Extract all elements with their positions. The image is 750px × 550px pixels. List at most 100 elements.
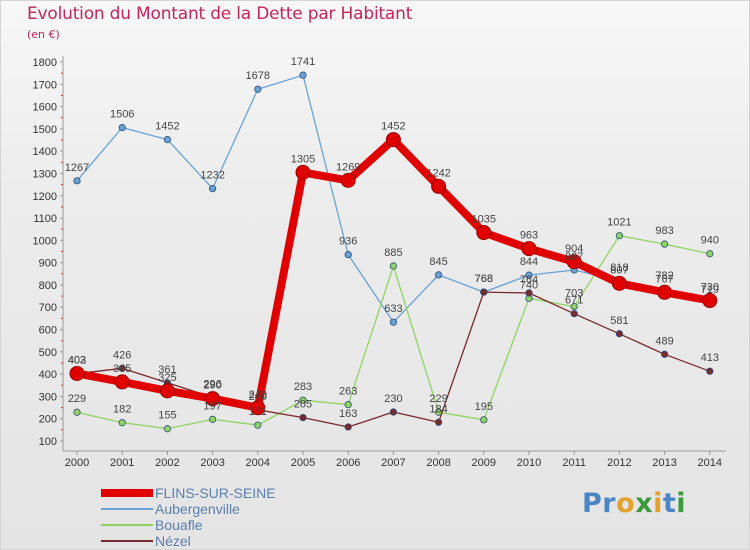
proxiti-logo: Proxiti xyxy=(582,488,686,519)
x-tick-label: 2013 xyxy=(652,457,676,469)
data-point-bouafle xyxy=(254,421,262,429)
data-point-aubergenville xyxy=(525,271,533,279)
x-tick-label: 2010 xyxy=(517,457,541,469)
data-label-flins-sur-seine: 730 xyxy=(701,282,719,294)
x-tick-label: 2006 xyxy=(336,457,360,469)
data-label-aubergenville: 768 xyxy=(475,273,493,285)
data-label-bouafle: 283 xyxy=(294,381,312,393)
legend-item-flins-sur-seine: FLINS-SUR-SEINE xyxy=(101,485,361,501)
data-label-nezel: 402 xyxy=(68,355,86,367)
legend-swatch xyxy=(101,540,153,542)
data-label-aubergenville: 844 xyxy=(520,256,538,268)
data-point-flins-sur-seine xyxy=(295,164,311,180)
data-point-aubergenville xyxy=(254,85,262,93)
logo-letter: x xyxy=(635,488,654,519)
data-label-nezel: 240 xyxy=(249,391,267,403)
data-label-flins-sur-seine: 767 xyxy=(655,273,673,285)
data-point-bouafle xyxy=(570,302,578,311)
data-point-aubergenville xyxy=(118,123,126,132)
data-point-nezel xyxy=(299,413,307,422)
data-label-aubergenville: 1506 xyxy=(110,109,134,121)
legend-label: Nézel xyxy=(155,533,191,549)
data-point-nezel xyxy=(118,364,126,372)
y-tick-label: 900 xyxy=(39,258,57,270)
data-point-flins-sur-seine xyxy=(114,374,130,390)
y-tick-label: 800 xyxy=(39,280,57,292)
data-point-aubergenville xyxy=(73,177,81,185)
data-label-nezel: 768 xyxy=(475,273,493,285)
unit-label: (en €) xyxy=(27,28,60,41)
data-point-nezel xyxy=(480,288,488,296)
data-label-bouafle: 703 xyxy=(565,288,583,300)
y-tick-label: 1700 xyxy=(33,79,57,91)
logo-letter: P xyxy=(582,488,603,519)
data-label-aubergenville: 1267 xyxy=(65,162,89,174)
logo-letter: i xyxy=(653,488,663,519)
x-tick-label: 2005 xyxy=(291,457,315,469)
y-tick-label: 1200 xyxy=(33,191,57,203)
legend-item-nezel: Nézel xyxy=(101,533,361,549)
y-tick-label: 600 xyxy=(39,325,57,337)
legend-swatch xyxy=(101,489,153,497)
y-tick-label: 1400 xyxy=(33,146,57,158)
y-tick-label: 1600 xyxy=(33,102,57,114)
data-point-aubergenville xyxy=(344,251,352,259)
x-tick-label: 2001 xyxy=(110,457,134,469)
data-label-flins-sur-seine: 403 xyxy=(68,354,86,366)
data-point-bouafle xyxy=(615,232,624,240)
data-label-nezel: 163 xyxy=(339,408,357,420)
data-label-nezel: 671 xyxy=(565,295,583,307)
data-label-bouafle: 171 xyxy=(249,406,267,418)
data-label-flins-sur-seine: 325 xyxy=(158,372,176,384)
data-label-flins-sur-seine: 807 xyxy=(610,264,628,276)
y-tick-label: 100 xyxy=(39,436,57,448)
data-label-bouafle: 983 xyxy=(655,225,673,237)
y-tick-label: 400 xyxy=(39,369,57,381)
data-point-bouafle xyxy=(163,425,171,433)
data-point-flins-sur-seine xyxy=(521,241,537,257)
data-point-nezel xyxy=(389,408,397,416)
data-point-nezel xyxy=(525,289,533,297)
x-tick-label: 2002 xyxy=(155,457,179,469)
data-point-nezel xyxy=(615,330,624,338)
data-label-flins-sur-seine: 1035 xyxy=(472,214,496,226)
legend-item-bouafle: Bouafle xyxy=(101,517,361,533)
data-point-flins-sur-seine xyxy=(385,132,401,148)
data-label-bouafle: 229 xyxy=(68,393,86,405)
logo-letter: o xyxy=(616,488,636,519)
data-point-bouafle xyxy=(299,396,307,404)
data-label-nezel: 426 xyxy=(113,349,131,361)
data-label-flins-sur-seine: 1305 xyxy=(291,153,315,165)
x-tick-label: 2012 xyxy=(607,457,631,469)
logo-letter: i xyxy=(676,488,687,519)
data-label-aubergenville: 1452 xyxy=(155,121,179,133)
data-point-aubergenville xyxy=(434,271,443,279)
data-point-aubergenville xyxy=(209,185,217,193)
data-point-bouafle xyxy=(209,415,217,423)
data-label-nezel: 764 xyxy=(520,274,538,286)
data-label-aubergenville: 782 xyxy=(655,270,673,282)
x-tick-label: 2014 xyxy=(698,457,722,469)
y-tick-label: 1800 xyxy=(33,57,57,69)
data-point-flins-sur-seine xyxy=(340,172,356,188)
data-point-bouafle xyxy=(389,262,397,270)
data-point-aubergenville xyxy=(299,71,307,79)
y-tick-label: 700 xyxy=(39,302,57,314)
data-label-bouafle: 155 xyxy=(158,410,176,422)
x-tick-label: 2009 xyxy=(472,457,496,469)
x-tick-label: 2000 xyxy=(65,457,89,469)
data-point-flins-sur-seine xyxy=(476,225,492,241)
data-label-flins-sur-seine: 1269 xyxy=(336,161,360,173)
data-label-nezel: 413 xyxy=(701,352,719,364)
data-label-flins-sur-seine: 1452 xyxy=(381,121,405,133)
data-label-aubergenville: 936 xyxy=(339,236,357,248)
data-label-nezel: 361 xyxy=(158,364,176,376)
data-point-bouafle xyxy=(118,419,126,427)
data-point-bouafle xyxy=(344,401,352,409)
data-label-aubergenville: 1678 xyxy=(246,70,270,82)
x-tick-label: 2011 xyxy=(562,457,586,469)
legend-label: Bouafle xyxy=(155,517,203,533)
data-point-flins-sur-seine xyxy=(159,383,175,399)
data-label-aubergenville: 845 xyxy=(429,256,447,268)
data-label-flins-sur-seine: 963 xyxy=(520,230,538,242)
